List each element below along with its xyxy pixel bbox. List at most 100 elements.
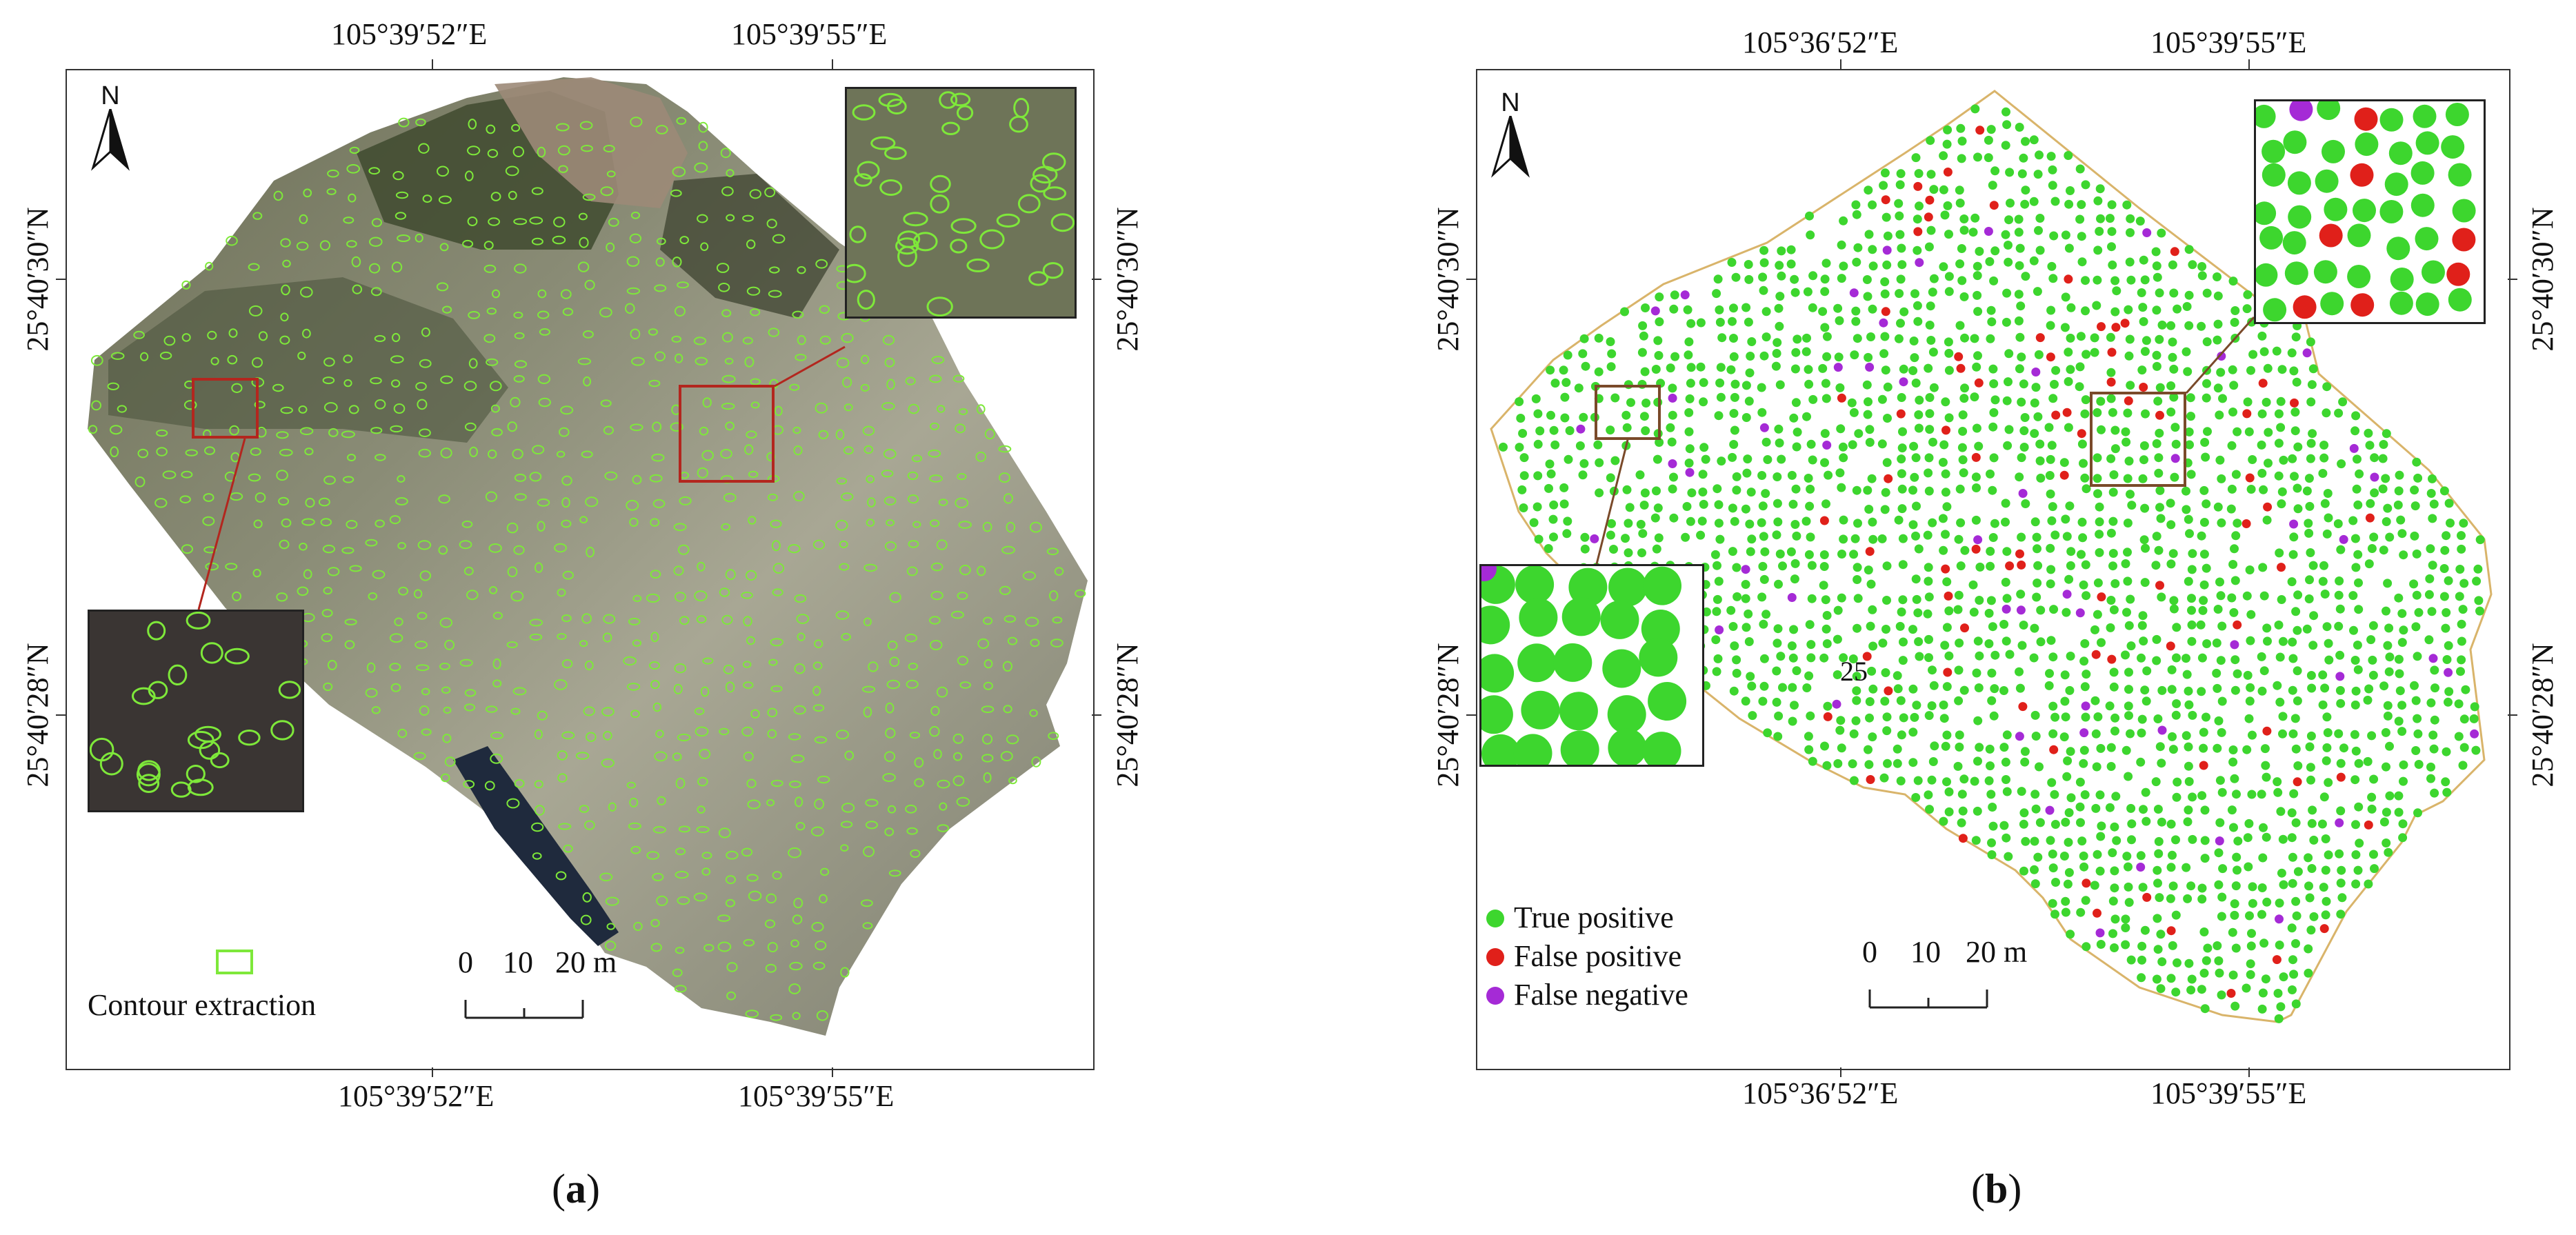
true-positive-point: [2001, 775, 2010, 784]
true-positive-point: [2319, 453, 2329, 463]
true-positive-point: [1517, 643, 1557, 683]
tree-contour: [672, 166, 686, 177]
tree-contour: [397, 728, 408, 739]
tree-contour: [437, 165, 449, 177]
tree-contour: [811, 922, 824, 932]
true-positive-point: [1877, 534, 1887, 543]
true-positive-point: [2382, 606, 2390, 616]
true-positive-point: [2168, 549, 2178, 559]
true-positive-point: [1953, 605, 1963, 614]
true-positive-point: [2020, 413, 2030, 422]
true-positive-point: [1893, 684, 1903, 694]
false-positive-point: [1960, 623, 1969, 633]
true-positive-point: [1939, 262, 1948, 272]
tree-contour: [513, 545, 525, 555]
true-positive-point: [1626, 398, 1635, 408]
true-positive-point: [2334, 621, 2344, 631]
true-positive-point: [2381, 474, 2390, 483]
true-positive-point: [2315, 169, 2339, 193]
tree-contour: [467, 217, 478, 226]
tree-contour: [767, 729, 777, 739]
true-positive-point: [2166, 408, 2176, 416]
true-positive-point: [2349, 625, 2358, 635]
true-positive-point: [2277, 868, 2286, 878]
true-positive-point: [1746, 547, 1755, 556]
tree-contour: [907, 494, 919, 504]
true-positive-point: [2187, 565, 2197, 574]
true-positive-point: [2047, 261, 2057, 271]
true-positive-point: [2233, 427, 2242, 436]
true-positive-point: [2348, 516, 2358, 525]
true-positive-point: [1563, 516, 1572, 526]
true-positive-point: [2033, 412, 2043, 421]
true-positive-point: [1880, 696, 1890, 706]
true-positive-point: [1908, 727, 1918, 737]
true-positive-point: [2308, 561, 2318, 570]
true-positive-point: [1717, 456, 1726, 466]
tree-contour: [694, 707, 705, 715]
true-positive-point: [2141, 543, 2150, 553]
true-positive-point: [2015, 472, 2024, 482]
tree-contour: [416, 664, 430, 672]
true-positive-point: [2075, 802, 2085, 812]
tree-contour: [207, 330, 217, 340]
true-positive-point: [2279, 455, 2288, 465]
true-positive-point: [1984, 639, 1994, 648]
true-positive-point: [2003, 441, 2013, 450]
true-positive-point: [2354, 605, 2364, 614]
tree-contour: [983, 681, 994, 690]
true-positive-point: [1908, 520, 1918, 530]
true-positive-point: [1820, 274, 1830, 284]
true-positive-point: [2382, 429, 2391, 439]
true-positive-point: [2172, 623, 2181, 632]
true-positive-point: [2413, 714, 2422, 723]
tree-contour: [606, 170, 616, 178]
tree-contour: [746, 874, 759, 882]
false-positive-point: [2097, 592, 2106, 602]
tree-contour: [486, 124, 496, 134]
tree-contour: [950, 218, 977, 234]
true-positive-point: [2002, 288, 2012, 298]
true-positive-point: [1913, 776, 1923, 785]
true-positive-point: [2273, 989, 2283, 998]
false-positive-point: [2064, 274, 2073, 284]
true-positive-point: [2257, 790, 2266, 799]
true-positive-point: [2153, 272, 2162, 282]
tree-contour: [654, 751, 668, 762]
true-positive-point: [2183, 817, 2193, 827]
true-positive-point: [1897, 393, 1906, 402]
true-positive-point: [2319, 792, 2329, 802]
true-positive-point: [2275, 941, 2284, 950]
tree-contour: [702, 657, 714, 665]
true-positive-point: [1553, 643, 1592, 682]
tree-contour: [724, 357, 734, 365]
true-positive-point: [1609, 545, 1618, 554]
tree-contour: [936, 686, 948, 698]
tree-contour: [133, 330, 145, 339]
true-positive-point: [1685, 394, 1695, 403]
false-positive-point: [2142, 892, 2152, 902]
true-positive-point: [1971, 472, 1981, 482]
true-positive-point: [1927, 701, 1937, 710]
true-positive-point: [1835, 725, 1845, 735]
true-positive-point: [1729, 352, 1739, 361]
true-positive-point: [2336, 759, 2346, 768]
true-positive-point: [1773, 732, 1783, 741]
tree-contour: [529, 217, 543, 225]
true-positive-point: [1712, 607, 1721, 616]
true-positive-point: [2050, 910, 2059, 919]
true-positive-point: [1988, 533, 1998, 542]
tree-contour: [462, 239, 474, 248]
tree-contour: [933, 749, 942, 760]
true-positive-point: [1698, 470, 1708, 479]
tree-contour: [726, 214, 735, 222]
true-positive-point: [2016, 590, 2026, 599]
true-positive-point: [2081, 350, 2091, 359]
true-positive-point: [2109, 682, 2119, 692]
true-positive-point: [2197, 985, 2206, 994]
true-positive-point: [1957, 244, 1966, 253]
tree-contour: [746, 286, 761, 296]
true-positive-point: [1741, 580, 1750, 589]
tree-contour: [438, 545, 448, 555]
true-positive-point: [2154, 468, 2164, 478]
